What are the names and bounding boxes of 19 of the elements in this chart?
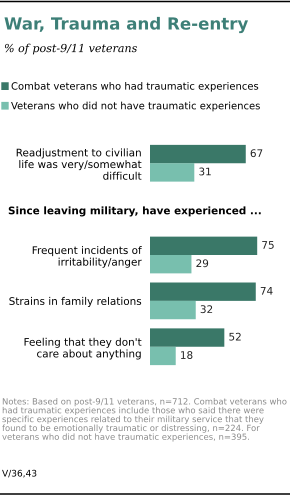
legend-label: Combat veterans who had traumatic experiences [12, 82, 258, 92]
y-tick-label: Readjustment to civilian life was very/somewhat difficult [16, 148, 142, 180]
annotation: Since leaving military, have experienced ... [8, 206, 261, 216]
y-tick-label: Feeling that they don't care about anything [24, 338, 142, 360]
data-label: 52 [229, 332, 241, 341]
data-label: 18 [181, 351, 192, 359]
legend-label: Veterans who did not have traumatic experiences [11, 102, 260, 112]
data-label: 31 [199, 168, 211, 176]
data-label: 32 [200, 305, 212, 314]
chart-subtitle: % of post-9/11 veterans [4, 44, 137, 54]
data-label: 75 [262, 241, 274, 249]
data-label: 67 [250, 149, 262, 158]
y-tick-label: Strains in family relations [9, 296, 142, 308]
data-label: 29 [196, 259, 208, 268]
chart-title: War, Trauma and Re-entry [4, 16, 248, 34]
data-label: 74 [260, 286, 273, 295]
text: Notes: Based on post-9/11 veterans, n=712. Combat veterans who had traumatic experiences include those who said there were specific experiences related to their military service that they found to be emotionally traumatic or distressing, n=224. For veterans who did not have traumatic experiences, n=395. [2, 398, 287, 442]
y-tick-label: Frequent incidents of irritability/anger [32, 246, 142, 268]
text: V/36,43 [2, 470, 36, 478]
